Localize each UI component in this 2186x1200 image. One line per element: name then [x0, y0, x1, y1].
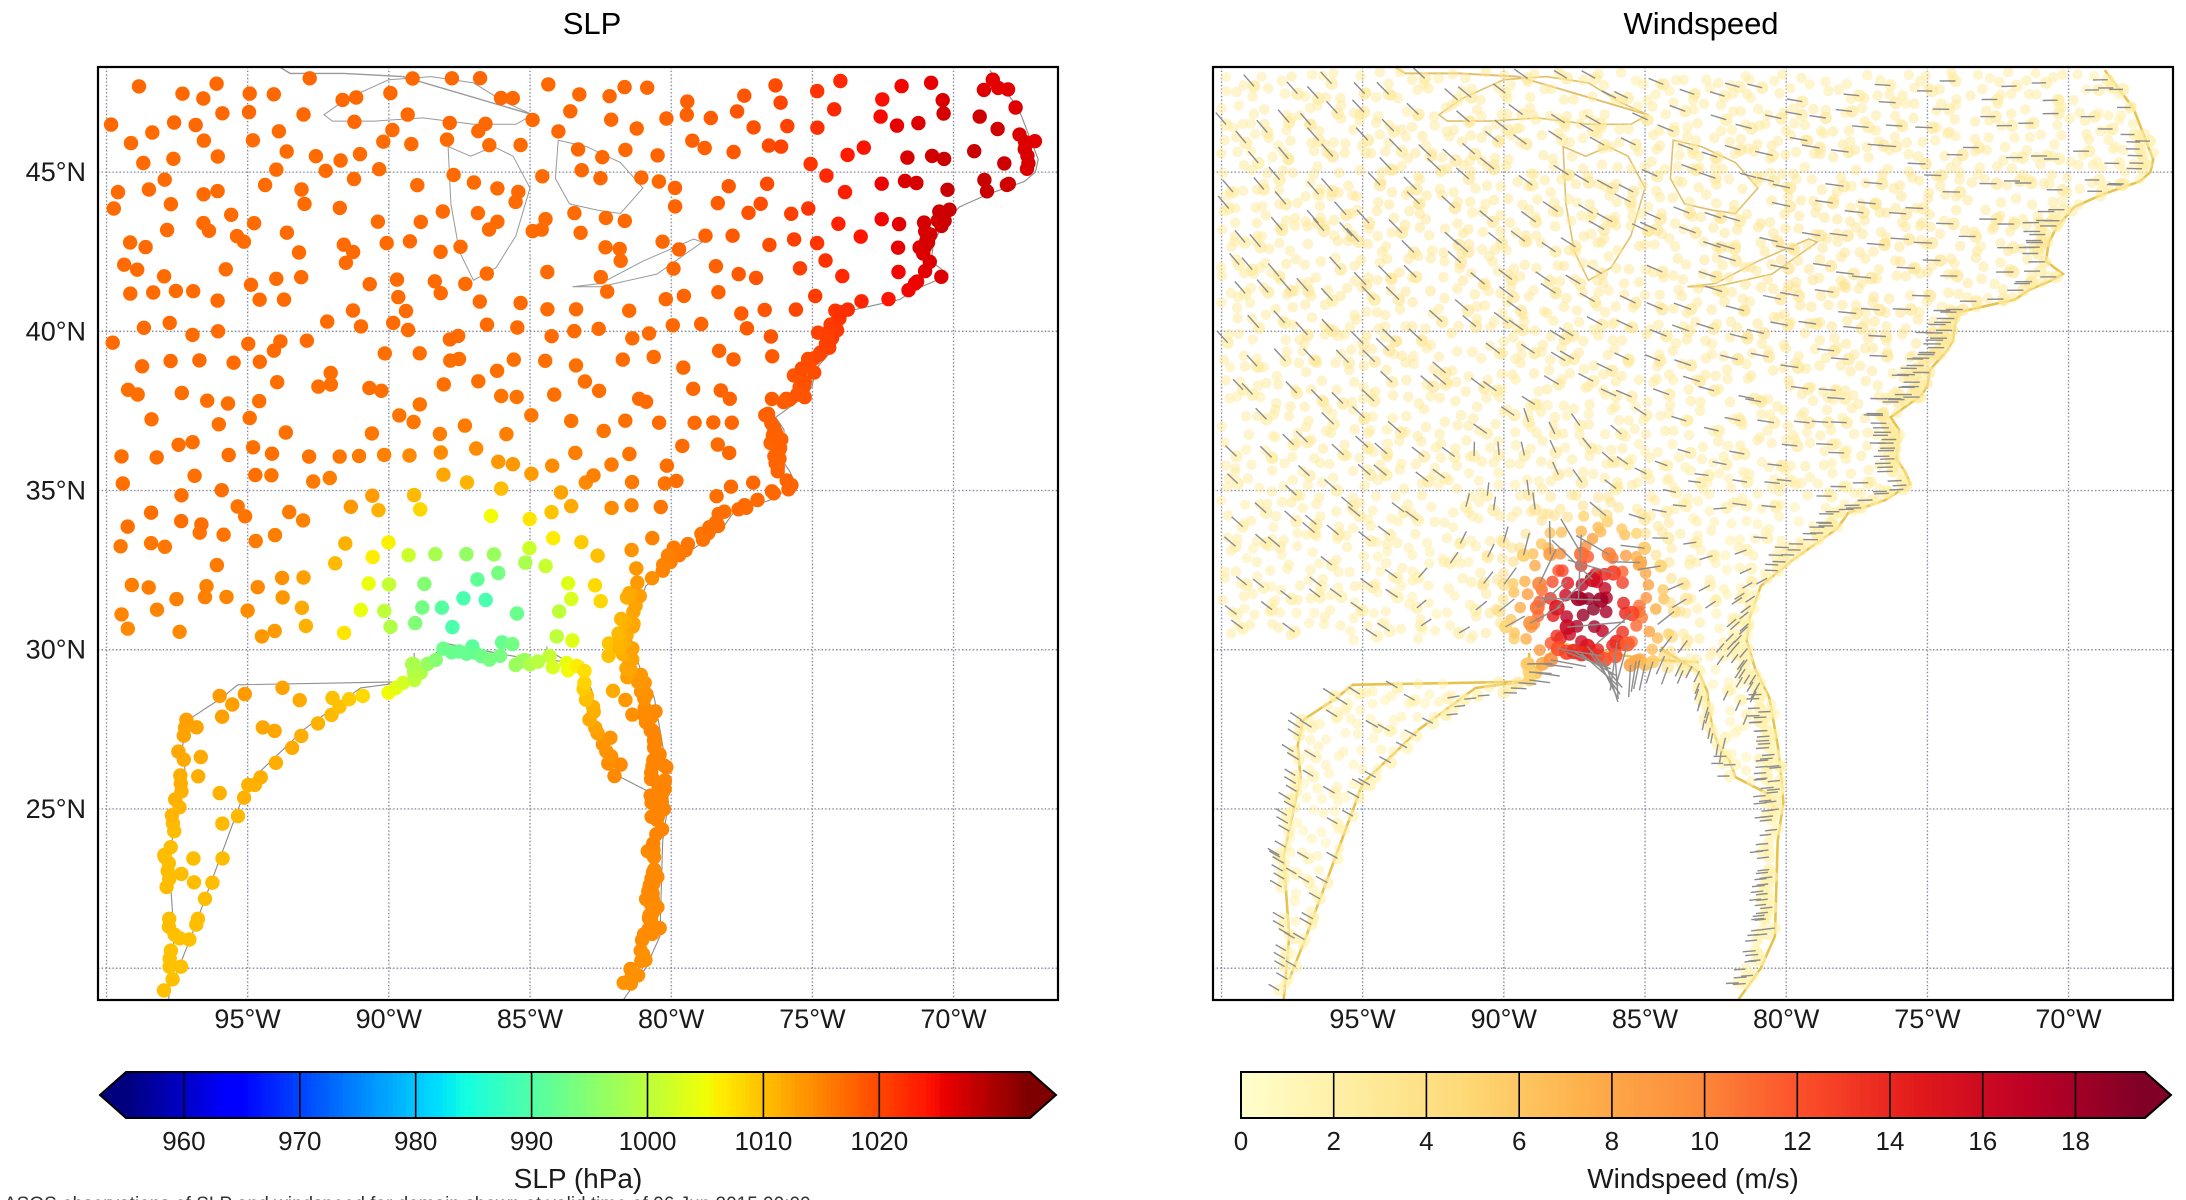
- svg-text:14: 14: [1876, 1126, 1905, 1156]
- svg-text:80°W: 80°W: [638, 1004, 705, 1034]
- svg-text:0: 0: [1234, 1126, 1248, 1156]
- svg-text:2: 2: [1326, 1126, 1340, 1156]
- svg-text:25°N: 25°N: [26, 794, 86, 824]
- svg-text:90°W: 90°W: [1471, 1004, 1538, 1034]
- svg-text:35°N: 35°N: [26, 476, 86, 506]
- svg-text:SLP: SLP: [563, 6, 622, 41]
- svg-text:18: 18: [2061, 1126, 2090, 1156]
- svg-text:10: 10: [1690, 1126, 1719, 1156]
- svg-text:70°W: 70°W: [2035, 1004, 2102, 1034]
- svg-text:70°W: 70°W: [920, 1004, 987, 1034]
- svg-text:16: 16: [1968, 1126, 1997, 1156]
- svg-text:Windspeed (m/s): Windspeed (m/s): [1587, 1163, 1799, 1194]
- svg-text:80°W: 80°W: [1753, 1004, 1820, 1034]
- svg-text:8: 8: [1605, 1126, 1619, 1156]
- svg-text:85°W: 85°W: [497, 1004, 564, 1034]
- svg-text:1000: 1000: [619, 1126, 677, 1156]
- svg-text:970: 970: [278, 1126, 321, 1156]
- svg-text:4: 4: [1419, 1126, 1433, 1156]
- svg-text:95°W: 95°W: [214, 1004, 281, 1034]
- svg-text:12: 12: [1783, 1126, 1812, 1156]
- svg-text:ASOS observations of SLP and w: ASOS observations of SLP and windspeed f…: [4, 1194, 811, 1200]
- svg-text:75°W: 75°W: [779, 1004, 846, 1034]
- svg-text:960: 960: [162, 1126, 205, 1156]
- svg-text:45°N: 45°N: [26, 157, 86, 187]
- svg-text:30°N: 30°N: [26, 635, 86, 665]
- svg-text:1010: 1010: [734, 1126, 792, 1156]
- svg-text:980: 980: [394, 1126, 437, 1156]
- svg-text:40°N: 40°N: [26, 316, 86, 346]
- svg-text:990: 990: [510, 1126, 553, 1156]
- svg-text:95°W: 95°W: [1329, 1004, 1396, 1034]
- svg-text:90°W: 90°W: [356, 1004, 423, 1034]
- svg-text:1020: 1020: [850, 1126, 908, 1156]
- svg-text:Windspeed: Windspeed: [1623, 6, 1778, 41]
- svg-text:75°W: 75°W: [1894, 1004, 1961, 1034]
- svg-text:SLP (hPa): SLP (hPa): [514, 1163, 643, 1194]
- svg-text:6: 6: [1512, 1126, 1526, 1156]
- svg-text:85°W: 85°W: [1612, 1004, 1679, 1034]
